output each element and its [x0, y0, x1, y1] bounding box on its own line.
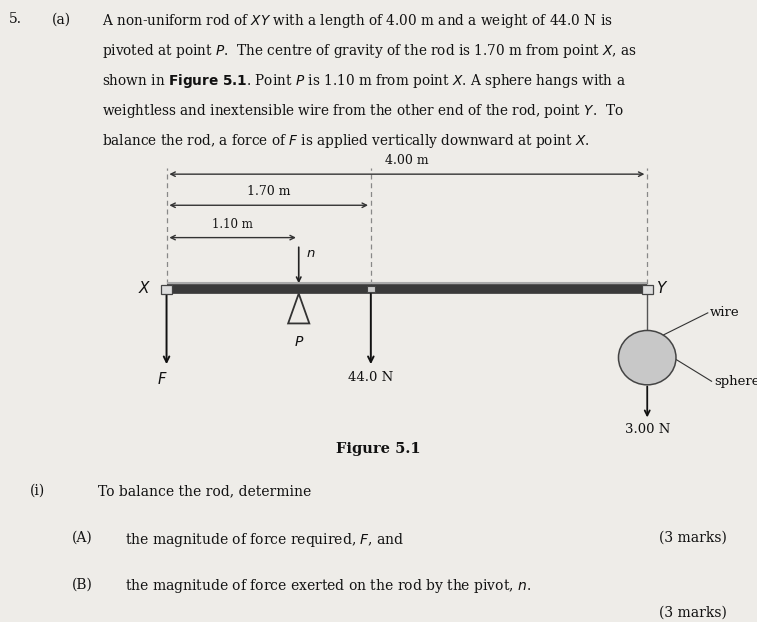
Bar [367, 286, 375, 292]
Ellipse shape [618, 330, 676, 385]
Text: wire: wire [710, 307, 740, 319]
Text: $X$: $X$ [138, 280, 151, 296]
Text: $P$: $P$ [294, 335, 304, 349]
Text: the magnitude of force required, $F$, and: the magnitude of force required, $F$, an… [125, 531, 404, 549]
Text: shown in $\bf{Figure\ 5.1}$. Point $P$ is 1.10 m from point $X$. A sphere hangs : shown in $\bf{Figure\ 5.1}$. Point $P$ i… [102, 72, 626, 90]
Text: (3 marks): (3 marks) [659, 605, 727, 620]
Text: the magnitude of force exerted on the rod by the pivot, $n$.: the magnitude of force exerted on the ro… [125, 577, 531, 595]
Text: 1.10 m: 1.10 m [212, 218, 253, 231]
Text: balance the rod, a force of $F$ is applied vertically downward at point $X$.: balance the rod, a force of $F$ is appli… [102, 132, 590, 150]
Text: A non-uniform rod of $XY$ with a length of 4.00 m and a weight of 44.0 N is: A non-uniform rod of $XY$ with a length … [102, 12, 613, 30]
Text: (a): (a) [51, 12, 70, 27]
Text: $F$: $F$ [157, 371, 168, 388]
Text: 44.0 N: 44.0 N [348, 371, 394, 384]
Text: (B): (B) [72, 577, 93, 592]
Text: Figure 5.1: Figure 5.1 [336, 442, 421, 456]
Text: To balance the rod, determine: To balance the rod, determine [98, 484, 312, 498]
Bar [161, 285, 172, 294]
Text: 1.70 m: 1.70 m [247, 185, 291, 198]
Text: 5.: 5. [9, 12, 22, 27]
Text: 4.00 m: 4.00 m [385, 154, 428, 167]
Text: (i): (i) [30, 484, 45, 498]
Text: pivoted at point $P$.  The centre of gravity of the rod is 1.70 m from point $X$: pivoted at point $P$. The centre of grav… [102, 42, 637, 60]
Text: sphere: sphere [714, 375, 757, 388]
Bar [642, 285, 653, 294]
Text: weightless and inextensible wire from the other end of the rod, point $Y$.  To: weightless and inextensible wire from th… [102, 102, 624, 120]
Text: $n$: $n$ [307, 247, 316, 260]
Text: (A): (A) [72, 531, 92, 545]
Text: (3 marks): (3 marks) [659, 531, 727, 545]
Text: 3.00 N: 3.00 N [625, 424, 670, 437]
Text: $Y$: $Y$ [656, 280, 668, 296]
